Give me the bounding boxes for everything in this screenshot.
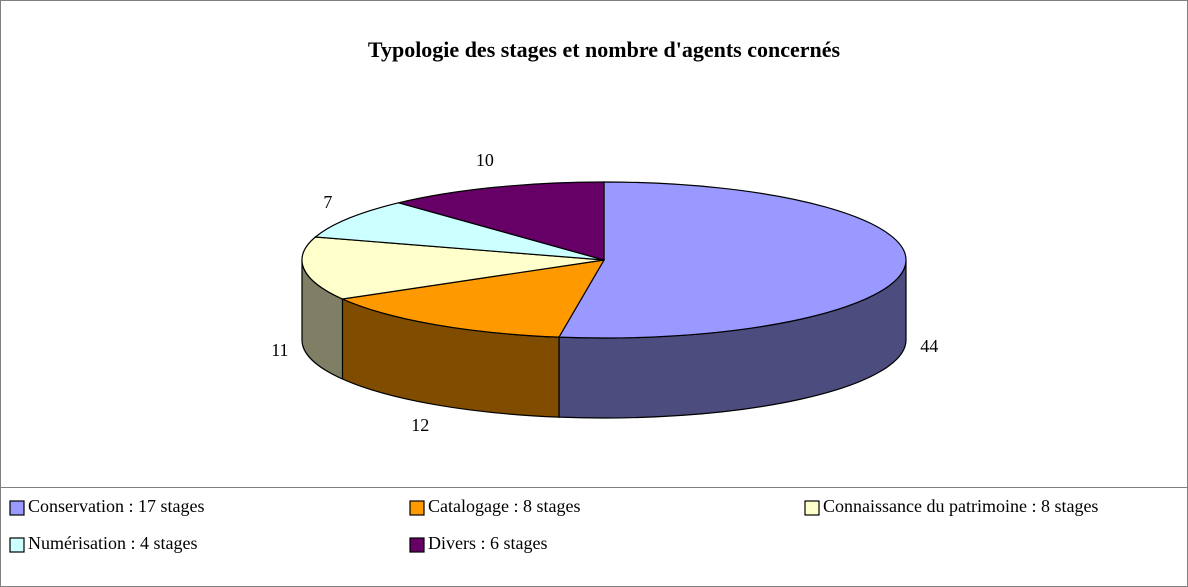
pie-slice — [557, 181, 907, 339]
legend-label: Numérisation : 4 stages — [28, 533, 197, 553]
pie-slice — [396, 181, 605, 261]
data-label: 12 — [411, 415, 429, 435]
legend-swatch — [9, 500, 25, 516]
legend-label: Connaissance du patrimoine : 8 stages — [823, 496, 1098, 516]
legend-box — [0, 487, 1188, 587]
legend-swatch — [9, 537, 25, 553]
legend-label: Divers : 6 stages — [428, 533, 547, 553]
legend-swatch — [409, 500, 425, 516]
data-label: 44 — [920, 336, 938, 356]
legend-label: Conservation : 17 stages — [28, 496, 204, 516]
pie-slice — [301, 236, 605, 300]
pie-slice — [340, 259, 606, 338]
legend-swatch — [804, 500, 820, 516]
data-label: 11 — [271, 340, 288, 360]
chart-title: Typologie des stages et nombre d'agents … — [368, 37, 841, 62]
legend-swatch — [409, 537, 425, 553]
data-label: 7 — [323, 192, 332, 212]
pie-slice — [313, 202, 605, 261]
data-label: 10 — [476, 150, 494, 170]
legend-label: Catalogage : 8 stages — [428, 496, 580, 516]
